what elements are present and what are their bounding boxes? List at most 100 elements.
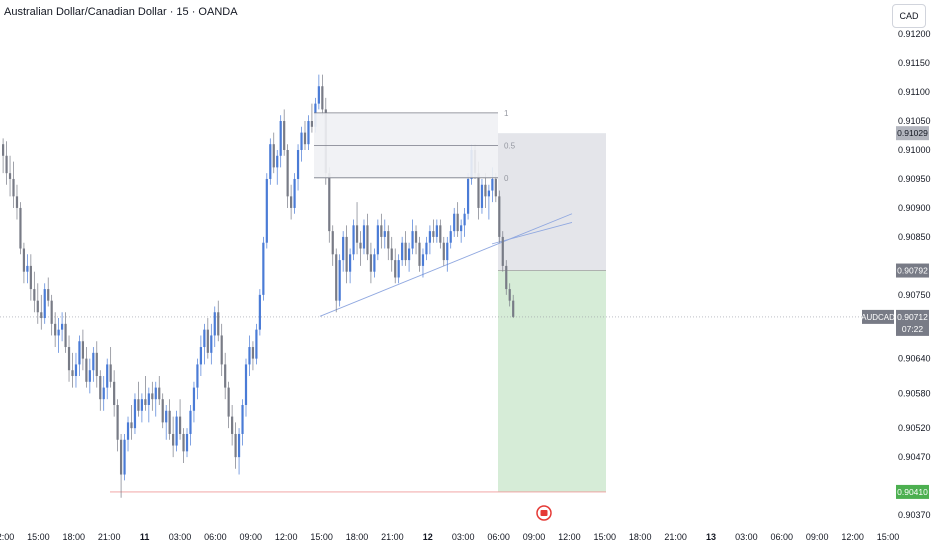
candle-body	[369, 254, 373, 272]
price-axis[interactable]: 0.91200 0.91150 0.91100 0.91050 0.91000 0.909…	[898, 29, 931, 520]
candle-body	[321, 86, 324, 110]
x-tick-label: 11	[140, 532, 150, 542]
y-tick-label: 0.91150	[898, 58, 930, 68]
candle-body	[213, 312, 216, 336]
candle-body	[85, 358, 88, 382]
candle-body	[168, 410, 171, 434]
candle-body	[425, 242, 428, 255]
x-tick-label: 09:00	[240, 532, 263, 542]
x-tick-label: 06:00	[771, 532, 794, 542]
candle-body	[147, 393, 150, 405]
x-tick-label: 21:00	[664, 532, 687, 542]
candle-body	[244, 364, 248, 405]
x-tick-label: 09:00	[806, 532, 829, 542]
candle-body	[307, 121, 310, 145]
candle-body	[418, 242, 421, 266]
x-tick-label: 13	[706, 532, 716, 542]
price-badge-value: 0.90410	[897, 487, 928, 497]
candle-body	[466, 178, 470, 214]
candle-body	[477, 173, 480, 208]
candle-body	[8, 173, 12, 179]
candlesticks	[2, 74, 515, 498]
candle-body	[286, 149, 289, 197]
candle-body	[81, 341, 85, 359]
fib-retracement[interactable]: 10.50	[314, 109, 516, 183]
y-tick-label: 0.90950	[898, 174, 931, 184]
x-tick-label: 18:00	[63, 532, 86, 542]
candle-body	[342, 236, 345, 261]
candle-body	[407, 248, 411, 261]
candle-body	[19, 207, 22, 249]
x-tick-label: 15:00	[27, 532, 50, 542]
candle-body	[411, 231, 414, 249]
candle-body	[272, 144, 275, 168]
candle-body	[355, 225, 359, 243]
candle-body	[404, 242, 407, 261]
candle-body	[99, 376, 102, 400]
candle-body	[390, 248, 393, 261]
candle-body	[15, 196, 19, 208]
candle-body	[463, 213, 466, 226]
candle-body	[116, 404, 119, 440]
candle-body	[262, 242, 265, 295]
candle-body	[67, 347, 71, 371]
y-tick-label: 0.90370	[898, 510, 931, 520]
candle-body	[251, 347, 255, 359]
candle-body	[182, 433, 185, 452]
candle-body	[269, 144, 272, 179]
candle-body	[373, 254, 376, 272]
last-price-badge	[896, 309, 929, 336]
candle-body	[189, 410, 192, 434]
symbol-title[interactable]: Australian Dollar/Canadian Dollar · 15 ·…	[4, 6, 238, 18]
candle-body	[338, 260, 341, 301]
candle-body	[12, 178, 15, 197]
x-tick-label: 12	[423, 532, 433, 542]
candle-body	[172, 433, 175, 446]
candle-body	[310, 121, 314, 127]
price-badge-value: 0.90712	[897, 312, 928, 322]
candle-body	[185, 433, 189, 452]
candle-body	[88, 370, 91, 382]
position-tool[interactable]	[498, 133, 606, 492]
symbol-badge-label: AUDCAD	[861, 313, 895, 322]
price-badge-value: 0.90792	[897, 266, 928, 276]
candle-body	[293, 178, 296, 208]
candle-body	[165, 410, 168, 423]
y-tick-label: 0.90580	[898, 388, 931, 398]
candle-body	[498, 196, 501, 237]
time-axis[interactable]: 12:00 15:00 18:00 21:00 11 03:00 06:00 09:00 12:…	[0, 532, 899, 542]
candle-body	[231, 416, 234, 434]
x-tick-label: 03:00	[735, 532, 758, 542]
price-badges: 0.91029 0.90792 AUDCAD 07:22 0.90712 0.90410	[861, 126, 929, 499]
candle-body	[102, 387, 105, 400]
candle-body	[303, 132, 307, 145]
candle-body	[71, 370, 74, 377]
candle-body	[335, 254, 338, 301]
economic-event-icon[interactable]	[536, 505, 552, 521]
candle-body	[331, 231, 334, 255]
candle-body	[317, 86, 320, 104]
x-tick-label: 12:00	[0, 532, 14, 542]
candle-body	[349, 254, 352, 272]
candle-body	[137, 399, 140, 411]
candle-body	[428, 231, 432, 243]
candle-body	[296, 149, 300, 179]
candle-body	[22, 248, 26, 272]
candle-body	[95, 352, 98, 377]
candle-body	[435, 225, 438, 237]
candle-body	[217, 312, 220, 336]
candle-body	[130, 422, 133, 429]
candle-body	[300, 132, 303, 150]
candle-body	[33, 289, 36, 301]
candle-body	[92, 352, 95, 371]
currency-button[interactable]: CAD	[892, 4, 926, 28]
trendline-upper	[491, 221, 573, 245]
candle-body	[258, 294, 261, 330]
candle-body	[380, 225, 383, 237]
candle-body	[487, 190, 490, 197]
candle-body	[126, 422, 130, 440]
candle-body	[446, 242, 449, 261]
candle-body	[57, 329, 60, 336]
fib-level-label: 0.5	[504, 141, 516, 150]
